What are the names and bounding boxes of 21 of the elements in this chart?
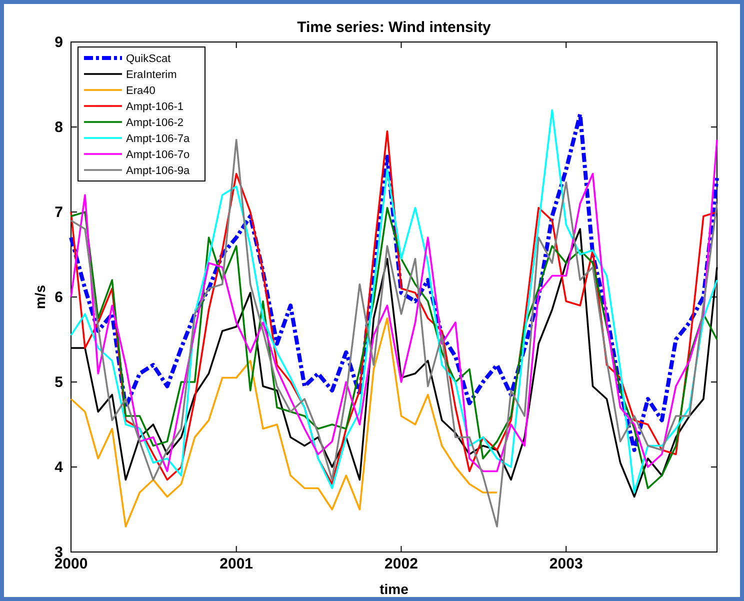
y-tick-label: 6 xyxy=(54,288,63,306)
legend-label: QuikScat xyxy=(126,53,171,65)
legend-label: Ampt-106-7a xyxy=(126,133,190,145)
legend-label: Ampt-106-9a xyxy=(126,165,190,177)
x-tick-label: 2003 xyxy=(549,556,583,573)
y-tick-label: 7 xyxy=(54,204,63,221)
y-tick-label: 5 xyxy=(54,374,63,391)
x-tick-label: 2001 xyxy=(220,556,254,573)
legend-label: Ampt-106-2 xyxy=(126,117,184,129)
line-series xyxy=(70,317,498,528)
y-tick-label: 8 xyxy=(54,118,63,136)
legend-label: EraInterim xyxy=(126,69,177,81)
y-tick-label: 4 xyxy=(54,458,64,476)
legend-label: Ampt-106-1 xyxy=(126,101,184,113)
x-tick-label: 2002 xyxy=(384,556,418,573)
legend-label: Ampt-106-7o xyxy=(126,149,190,161)
y-tick-label: 9 xyxy=(54,34,63,51)
y-axis-title: m/s xyxy=(32,284,48,310)
x-axis-title: time xyxy=(380,581,409,597)
legend-label: Era40 xyxy=(126,85,156,97)
chart-title: Time series: Wind intensity xyxy=(297,19,492,36)
